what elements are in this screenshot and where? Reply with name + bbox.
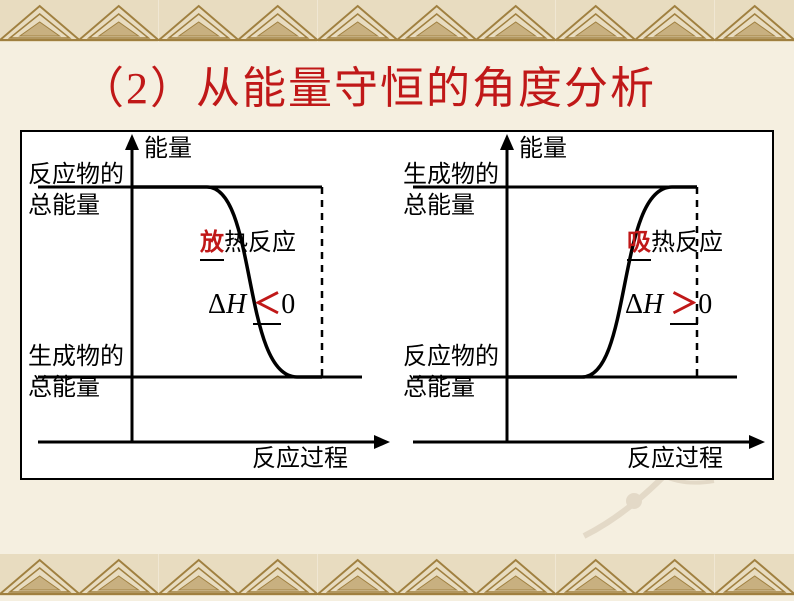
delta-h-expression: ΔH ＜0 [208,287,295,325]
product-label: 生成物的 总能量 [28,342,124,404]
decorative-border-bottom [0,554,794,596]
x-axis-label: 反应过程 [252,444,348,475]
reactant-label: 反应物的 总能量 [403,342,499,404]
reaction-red-char: 放 [200,228,224,261]
reaction-type-label: 吸热反应 [627,228,723,261]
y-axis-label: 能量 [519,134,567,165]
exothermic-panel: 能量 反应物的 总能量 生成物的 总能量 反应过程 放热反应 ΔH ＜0 [22,132,397,478]
reactant-label: 反应物的 总能量 [28,160,124,222]
sign-less-than: ＜ [253,287,281,325]
decorative-border-top [0,0,794,42]
x-axis-label: 反应过程 [627,444,723,475]
y-axis-label: 能量 [144,134,192,165]
slide-title: （2）从能量守恒的角度分析 [80,52,656,116]
reaction-red-char: 吸 [627,228,651,261]
product-label: 生成物的 总能量 [403,160,499,222]
sign-greater-than: ＞ [670,287,698,325]
reaction-type-label: 放热反应 [200,228,296,261]
delta-h-expression: ΔH ＞0 [625,287,712,325]
energy-diagrams: 能量 反应物的 总能量 生成物的 总能量 反应过程 放热反应 ΔH ＜0 [20,130,774,480]
endothermic-panel: 能量 生成物的 总能量 反应物的 总能量 反应过程 吸热反应 ΔH ＞0 [397,132,772,478]
